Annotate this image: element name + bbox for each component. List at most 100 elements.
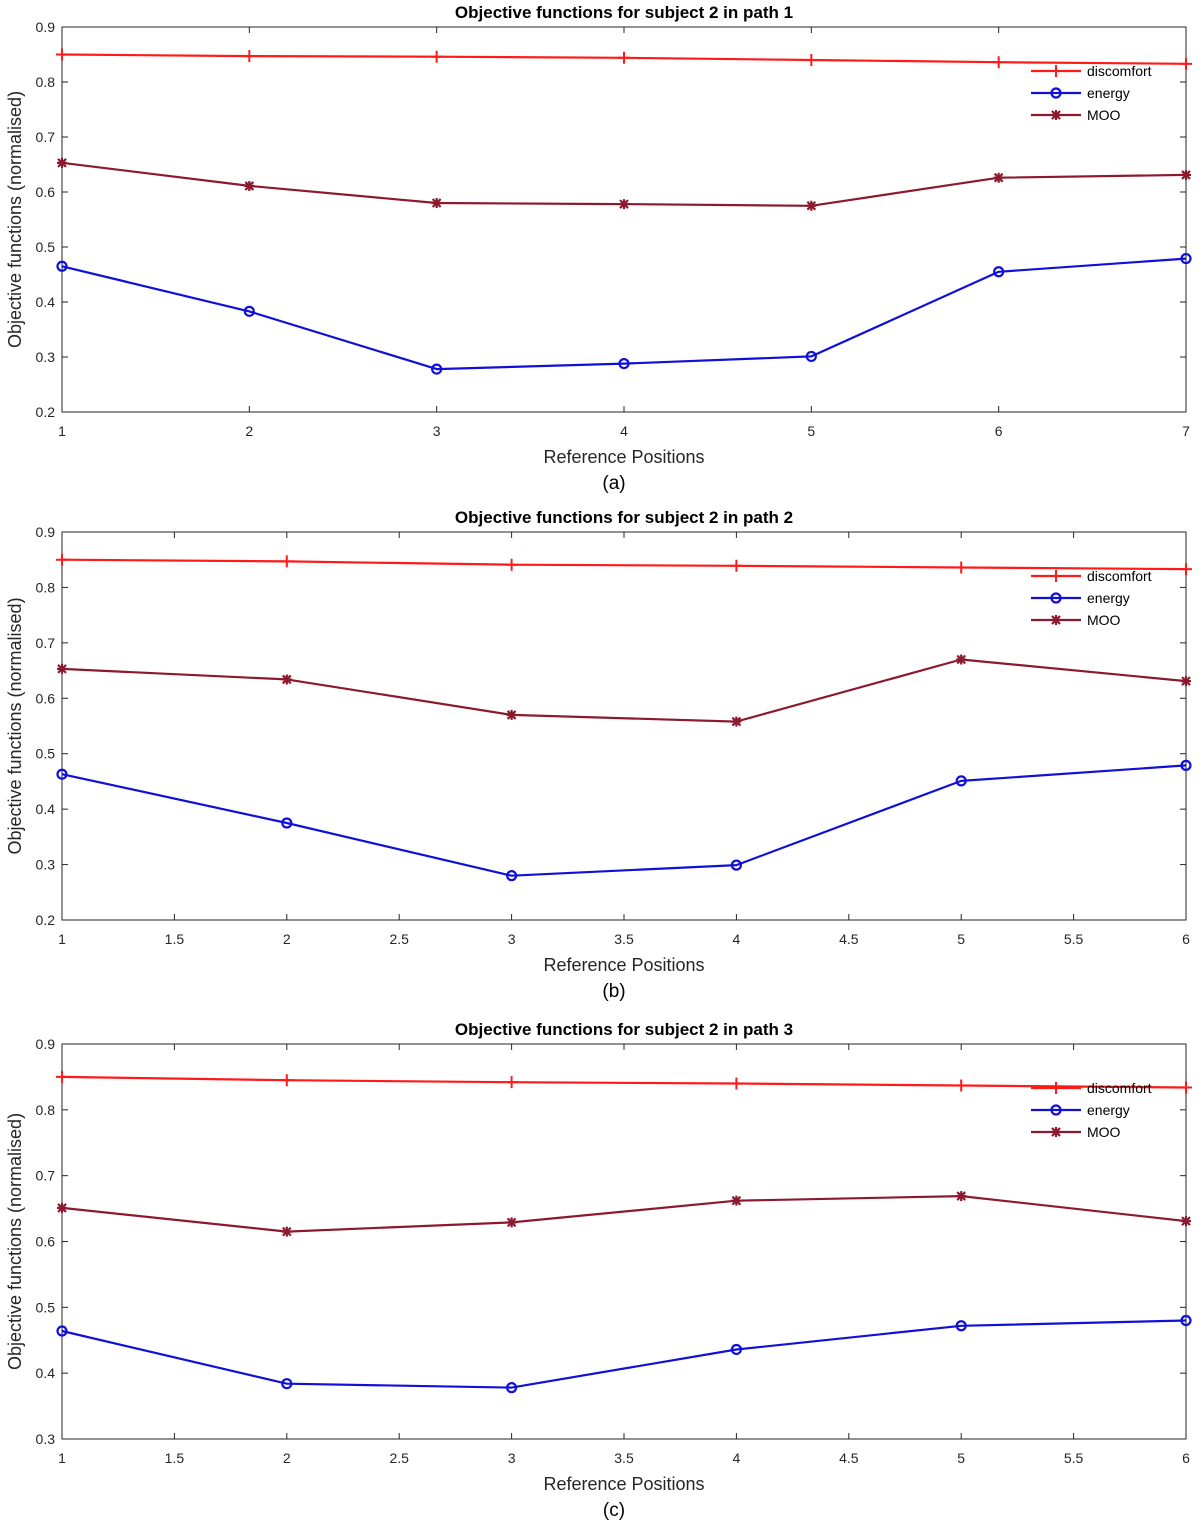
- y-axis-label: Objective functions (normalised): [5, 91, 25, 348]
- x-tick-label: 3.5: [614, 1450, 634, 1466]
- x-tick-label: 5: [807, 423, 815, 439]
- figure-caption: (b): [602, 981, 625, 1002]
- data-point-discomfort: [730, 559, 743, 572]
- chart-title: Objective functions for subject 2 in pat…: [455, 3, 793, 22]
- y-tick-label: 0.8: [36, 1102, 56, 1118]
- x-tick-label: 4: [733, 1450, 741, 1466]
- data-point-energy: [56, 1325, 68, 1337]
- legend-label-moo: MOO: [1087, 1124, 1121, 1140]
- data-point-discomfort: [805, 54, 818, 66]
- y-tick-label: 0.6: [36, 1234, 56, 1250]
- x-tick-label: 4: [733, 931, 741, 947]
- data-point-energy: [56, 768, 68, 780]
- y-axis-label: Objective functions (normalised): [5, 597, 25, 854]
- data-point-moo: [731, 1195, 742, 1206]
- data-point-energy: [618, 358, 630, 370]
- data-point-discomfort: [992, 56, 1005, 69]
- data-point-discomfort: [1180, 563, 1192, 576]
- data-point-energy: [56, 260, 68, 272]
- x-axis-label: Reference Positions: [543, 955, 704, 975]
- series-line-energy: [61, 764, 1187, 877]
- data-point-discomfort: [505, 558, 518, 571]
- data-point-moo: [57, 663, 67, 674]
- y-tick-label: 0.4: [36, 294, 56, 310]
- data-point-moo: [431, 198, 442, 208]
- data-point-energy: [281, 817, 293, 829]
- data-point-moo: [993, 172, 1004, 183]
- legend-marker-discomfort: [1050, 570, 1062, 582]
- legend-label-discomfort: discomfort: [1087, 1080, 1152, 1096]
- legend-label-energy: energy: [1087, 590, 1130, 606]
- x-tick-label: 2: [283, 931, 291, 947]
- x-tick-label: 3: [508, 1450, 516, 1466]
- series-line-energy: [61, 1319, 1187, 1389]
- y-axis-label: Objective functions (normalised): [5, 1113, 25, 1370]
- data-point-energy: [805, 350, 817, 363]
- y-tick-label: 0.6: [36, 184, 56, 200]
- figure-caption: (a): [602, 473, 625, 494]
- data-point-discomfort: [505, 1076, 518, 1089]
- legend-label-discomfort: discomfort: [1087, 568, 1152, 584]
- x-tick-label: 3.5: [614, 931, 634, 947]
- x-tick-label: 5.5: [1064, 1450, 1084, 1466]
- legend-marker-discomfort: [1050, 65, 1062, 77]
- y-tick-label: 0.3: [36, 1431, 56, 1447]
- x-tick-label: 2.5: [389, 1450, 409, 1466]
- x-tick-label: 4.5: [839, 931, 859, 947]
- data-point-moo: [281, 674, 292, 685]
- y-tick-label: 0.7: [36, 635, 56, 651]
- data-point-discomfort: [618, 51, 630, 64]
- data-point-discomfort: [56, 48, 68, 61]
- series-line-moo: [61, 1195, 1187, 1233]
- data-point-discomfort: [56, 553, 68, 566]
- y-tick-label: 0.7: [36, 129, 56, 145]
- data-point-moo: [57, 1202, 67, 1213]
- data-point-energy: [506, 870, 518, 882]
- x-axis-label: Reference Positions: [543, 447, 704, 467]
- plot-area: [61, 531, 1187, 921]
- x-tick-label: 1: [58, 931, 66, 947]
- data-point-moo: [506, 709, 517, 720]
- x-tick-label: 6: [1182, 931, 1190, 947]
- x-tick-label: 1.5: [165, 931, 185, 947]
- chart-path-2: Objective functions for subject 2 in pat…: [5, 508, 1192, 1002]
- legend-label-moo: MOO: [1087, 612, 1121, 628]
- legend-label-discomfort: discomfort: [1087, 63, 1152, 79]
- data-point-discomfort: [56, 1070, 68, 1083]
- chart-path-3: Objective functions for subject 2 in pat…: [5, 1020, 1192, 1521]
- data-point-discomfort: [243, 50, 256, 63]
- y-tick-label: 0.4: [36, 801, 56, 817]
- x-tick-label: 3: [433, 423, 441, 439]
- x-axis-label: Reference Positions: [543, 1474, 704, 1494]
- data-point-moo: [1181, 676, 1191, 687]
- y-tick-label: 0.9: [36, 19, 56, 35]
- data-point-moo: [619, 199, 629, 210]
- x-tick-label: 4.5: [839, 1450, 859, 1466]
- data-point-moo: [956, 654, 967, 665]
- data-point-energy: [730, 1343, 743, 1356]
- data-point-moo: [1181, 1216, 1191, 1227]
- y-tick-label: 0.8: [36, 579, 56, 595]
- legend-marker-energy: [1050, 1104, 1062, 1116]
- plot-area: [61, 26, 1187, 413]
- y-tick-label: 0.4: [36, 1365, 56, 1381]
- data-point-moo: [244, 180, 255, 191]
- plot-area: [61, 1043, 1187, 1440]
- data-point-energy: [993, 266, 1005, 278]
- data-point-energy: [431, 363, 443, 375]
- data-point-moo: [731, 716, 742, 727]
- chart-title: Objective functions for subject 2 in pat…: [455, 1020, 793, 1039]
- x-tick-label: 5: [957, 1450, 965, 1466]
- data-point-discomfort: [1180, 57, 1192, 70]
- data-point-discomfort: [1180, 1081, 1192, 1094]
- y-tick-label: 0.9: [36, 524, 56, 540]
- x-tick-label: 1.5: [165, 1450, 185, 1466]
- data-point-moo: [806, 200, 817, 211]
- legend-label-moo: MOO: [1087, 107, 1121, 123]
- legend-marker-energy: [1050, 87, 1062, 99]
- x-tick-label: 6: [1182, 1450, 1190, 1466]
- x-tick-label: 4: [620, 423, 628, 439]
- x-tick-label: 6: [995, 423, 1003, 439]
- data-point-discomfort: [430, 50, 443, 63]
- y-tick-label: 0.2: [36, 404, 56, 420]
